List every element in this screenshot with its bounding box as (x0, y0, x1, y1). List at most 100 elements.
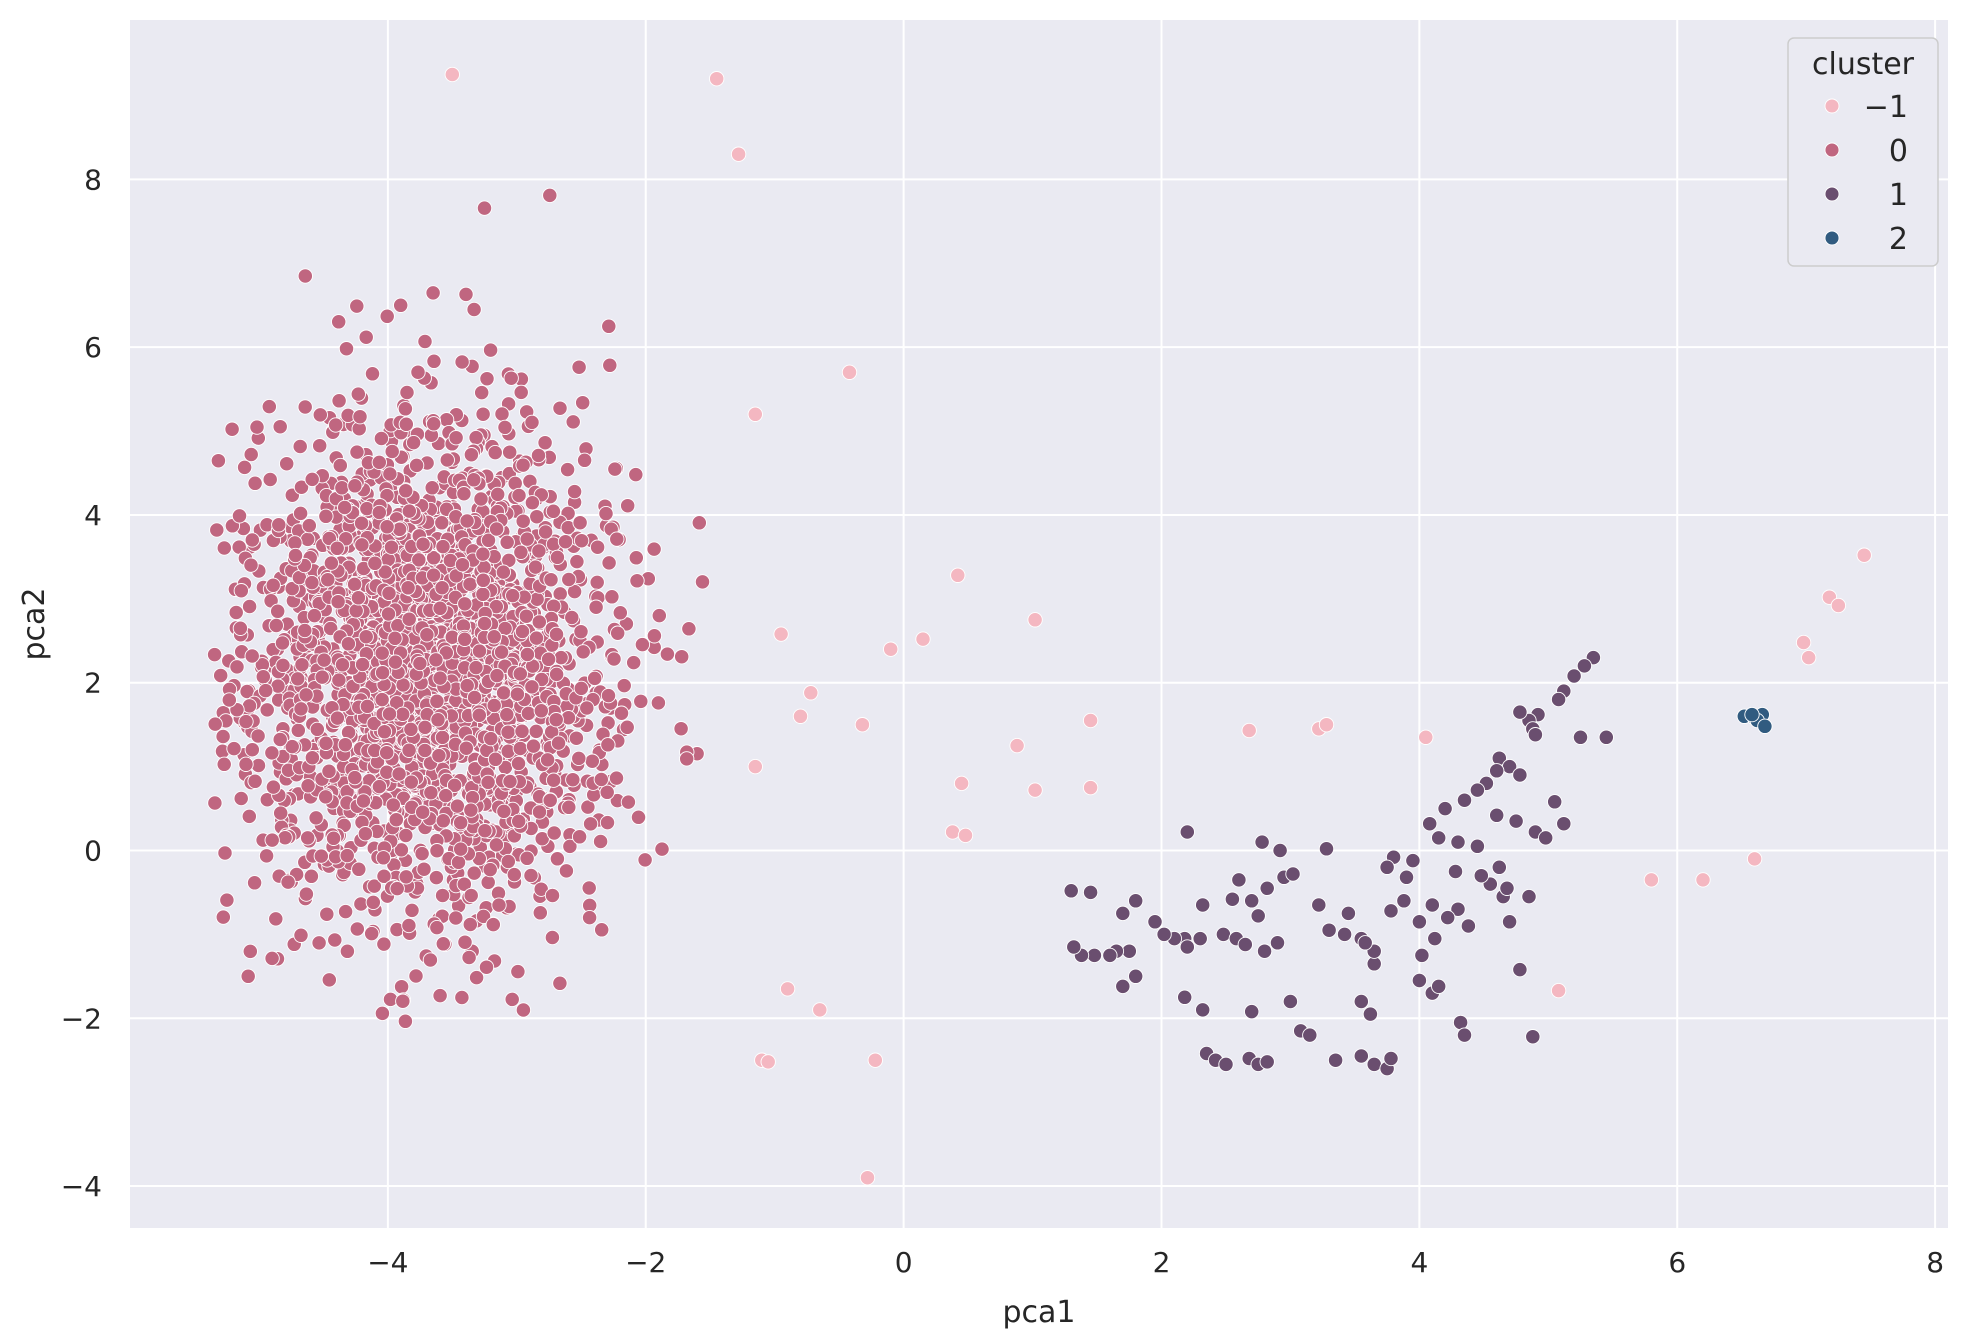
point-cluster-0 (461, 949, 477, 966)
x-tick-label: −4 (367, 1246, 408, 1279)
point-cluster-1 (1115, 978, 1131, 995)
point-cluster-0 (339, 943, 356, 959)
point-cluster-1 (1512, 767, 1528, 783)
point-cluster-0 (304, 471, 320, 488)
point-cluster-0 (659, 646, 676, 662)
point-cluster-0 (258, 682, 274, 699)
point-cluster-0 (410, 364, 426, 380)
point-cluster-0 (318, 508, 334, 524)
point-cluster-0 (613, 705, 630, 721)
point-cluster-0 (432, 987, 448, 1004)
point-cluster-neg1 (859, 1170, 876, 1186)
point-cluster-0 (353, 515, 370, 531)
point-cluster-0 (350, 590, 367, 606)
point-cluster-0 (268, 911, 284, 927)
point-cluster-0 (349, 298, 365, 314)
point-cluster-1 (1128, 893, 1144, 909)
point-cluster-0 (486, 629, 502, 645)
point-cluster-0 (300, 531, 316, 548)
point-cluster-0 (398, 416, 414, 432)
point-cluster-0 (371, 454, 387, 471)
point-cluster-0 (351, 861, 367, 877)
point-cluster-1 (1396, 893, 1412, 909)
legend-marker (1824, 230, 1840, 246)
point-cluster-1 (1469, 838, 1486, 854)
legend-entries: −1 0 1 2 (1824, 90, 1908, 257)
point-cluster-1 (1156, 926, 1172, 943)
point-cluster-1 (1244, 1003, 1260, 1020)
point-cluster-0 (374, 1005, 391, 1022)
point-cluster-0 (503, 370, 519, 386)
point-cluster-0 (646, 541, 662, 557)
point-cluster-0 (304, 750, 321, 766)
point-cluster-0 (502, 773, 518, 790)
point-cluster-0 (400, 580, 416, 596)
point-cluster-0 (424, 480, 440, 496)
point-cluster-1 (1192, 930, 1208, 947)
point-cluster-1 (1311, 897, 1327, 913)
point-cluster-0 (512, 666, 528, 682)
point-cluster-0 (399, 384, 415, 401)
y-tick-label: 2 (84, 667, 102, 700)
point-cluster-0 (482, 861, 498, 878)
point-cluster-2 (1744, 706, 1760, 723)
point-cluster-0 (403, 721, 419, 738)
point-cluster-0 (349, 921, 365, 937)
point-cluster-1 (1237, 936, 1253, 953)
point-cluster-0 (209, 522, 225, 538)
point-cluster-1 (1447, 863, 1464, 880)
point-cluster-1 (1383, 1050, 1399, 1067)
point-cluster-1 (1269, 935, 1286, 951)
point-cluster-0 (318, 735, 334, 751)
point-cluster-0 (528, 630, 545, 646)
point-cluster-0 (277, 830, 293, 846)
point-cluster-0 (270, 603, 286, 619)
point-cluster-1 (1259, 1054, 1275, 1070)
point-cluster-0 (468, 429, 484, 446)
point-cluster-0 (250, 728, 266, 744)
point-cluster-0 (350, 386, 366, 402)
point-cluster-0 (419, 627, 435, 643)
legend-label: 2 (1889, 222, 1908, 257)
point-cluster-neg1 (730, 146, 747, 162)
point-cluster-0 (352, 409, 368, 425)
point-cluster-0 (468, 659, 484, 676)
point-cluster-0 (207, 716, 223, 732)
point-cluster-0 (319, 906, 335, 922)
point-cluster-0 (581, 880, 597, 896)
x-tick-label: 4 (1410, 1246, 1428, 1279)
point-cluster-0 (537, 435, 553, 451)
point-cluster-0 (247, 773, 263, 789)
point-cluster-0 (524, 414, 540, 431)
point-cluster-0 (318, 789, 334, 805)
point-cluster-0 (475, 546, 491, 562)
point-cluster-1 (1473, 868, 1489, 884)
point-cluster-neg1 (1009, 737, 1025, 754)
point-cluster-0 (298, 886, 315, 902)
point-cluster-0 (279, 456, 295, 472)
point-cluster-0 (300, 778, 316, 794)
point-cluster-0 (334, 657, 351, 673)
point-cluster-neg1 (444, 66, 460, 83)
point-cluster-0 (435, 936, 451, 952)
point-cluster-1 (1285, 866, 1301, 882)
point-cluster-1 (1512, 961, 1528, 978)
point-cluster-0 (485, 916, 501, 933)
point-cluster-0 (462, 576, 478, 592)
point-cluster-0 (249, 419, 265, 435)
point-cluster-0 (215, 728, 231, 745)
point-cluster-0 (569, 553, 585, 570)
point-cluster-0 (549, 549, 566, 566)
point-cluster-0 (571, 829, 588, 845)
point-cluster-0 (525, 738, 542, 754)
point-cluster-0 (379, 308, 395, 324)
point-cluster-0 (505, 587, 521, 604)
point-cluster-1 (1282, 993, 1299, 1010)
point-cluster-0 (265, 577, 281, 593)
point-cluster-0 (314, 669, 330, 685)
point-cluster-0 (374, 645, 390, 661)
point-cluster-0 (457, 596, 473, 612)
point-cluster-0 (457, 934, 473, 950)
point-cluster-0 (337, 499, 353, 516)
point-cluster-2 (1757, 718, 1773, 734)
